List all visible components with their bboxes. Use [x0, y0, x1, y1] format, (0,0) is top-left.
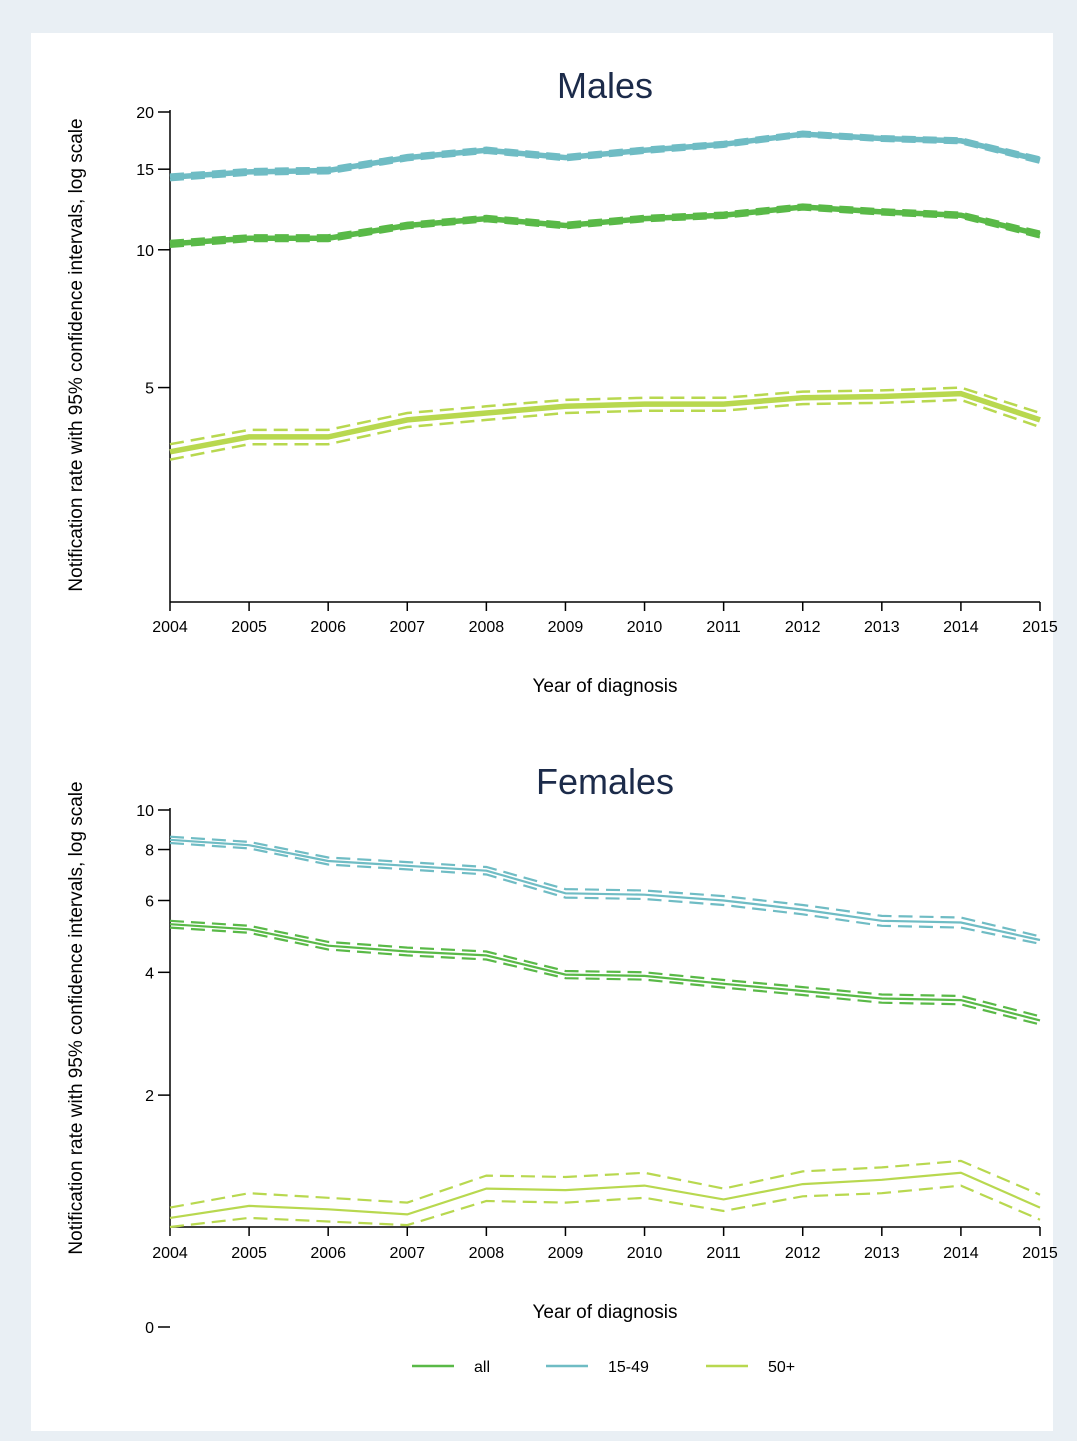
males-series-50+ — [169, 386, 1041, 461]
females-ci-upper-all — [169, 919, 1041, 1018]
males-x-tick-label: 2006 — [310, 619, 346, 636]
females-line-all — [169, 923, 1041, 1022]
females-x-tick-label: 2007 — [389, 1245, 425, 1262]
females-y-tick-label: 6 — [145, 893, 154, 910]
males-series-15-49 — [169, 130, 1041, 182]
females-x-tick-label: 2011 — [706, 1245, 741, 1262]
females-y-tick-label: 10 — [136, 803, 154, 820]
males-y-tick-label: 10 — [136, 243, 154, 260]
females-x-axis-label: Year of diagnosis — [532, 1302, 677, 1323]
females-x-ticks: 2004 2005 2006 2007 2008 2009 2010 2011 2012 2013… — [152, 1227, 1058, 1262]
females-series-all — [169, 919, 1041, 1026]
females-x-tick-label: 2004 — [152, 1245, 188, 1262]
males-y-tick-label: 20 — [136, 105, 154, 122]
males-line-15-49 — [169, 131, 1041, 181]
males-title: Males — [557, 65, 653, 106]
males-x-tick-label: 2010 — [627, 619, 663, 636]
males-y-tick-label: 15 — [136, 162, 154, 179]
females-chart: Females Notification rate with 95% confi… — [66, 761, 1058, 1337]
females-y-tick-label: 2 — [145, 1088, 154, 1105]
males-series — [169, 130, 1041, 461]
females-ci-upper-50+ — [169, 1159, 1041, 1209]
females-x-tick-label: 2010 — [627, 1245, 663, 1262]
females-x-tick-label: 2005 — [231, 1245, 267, 1262]
males-line-all — [169, 204, 1041, 247]
females-ci-lower-50+ — [169, 1184, 1041, 1229]
males-x-tick-label: 2015 — [1022, 619, 1058, 636]
females-series-15-49 — [169, 835, 1041, 945]
females-x-tick-label: 2013 — [864, 1245, 900, 1262]
females-line-15-49 — [169, 838, 1041, 942]
legend-label-50+: 50+ — [768, 1359, 795, 1376]
males-x-tick-label: 2004 — [152, 619, 188, 636]
females-zero-tick-label: 0 — [145, 1320, 154, 1337]
males-chart: Males Notification rate with 95% confide… — [66, 65, 1058, 697]
females-series-50+ — [169, 1159, 1041, 1229]
males-x-tick-label: 2005 — [231, 619, 267, 636]
females-title: Females — [536, 761, 674, 802]
figure-panel — [31, 33, 1053, 1431]
females-line-50+ — [169, 1171, 1041, 1219]
males-x-ticks: 2004 2005 2006 2007 2008 2009 2010 2011 2012 2013… — [152, 602, 1058, 636]
males-x-tick-label: 2009 — [548, 619, 584, 636]
females-x-tick-label: 2014 — [943, 1245, 979, 1262]
males-x-tick-label: 2008 — [469, 619, 505, 636]
legend: all 15-49 50+ — [412, 1359, 795, 1376]
males-series-all — [169, 203, 1041, 249]
females-x-tick-label: 2006 — [310, 1245, 346, 1262]
females-y-axis-label: Notification rate with 95% confidence in… — [66, 781, 87, 1254]
females-x-tick-label: 2009 — [548, 1245, 584, 1262]
females-y-tick-label: 8 — [145, 843, 154, 860]
males-y-axis-label: Notification rate with 95% confidence in… — [66, 118, 87, 591]
males-y-ticks: 5 10 15 20 — [136, 105, 170, 398]
females-series — [169, 835, 1041, 1229]
males-line-50+ — [169, 390, 1041, 455]
females-x-tick-label: 2012 — [785, 1245, 821, 1262]
males-x-tick-label: 2014 — [943, 619, 979, 636]
legend-label-all: all — [474, 1359, 490, 1376]
females-y-tick-label: 4 — [145, 965, 154, 982]
males-y-tick-label: 5 — [145, 381, 154, 398]
males-x-tick-label: 2007 — [389, 619, 425, 636]
females-x-tick-label: 2008 — [469, 1245, 505, 1262]
females-y-ticks: 2 4 6 8 10 — [136, 803, 170, 1105]
males-x-tick-label: 2011 — [706, 619, 741, 636]
males-x-tick-label: 2012 — [785, 619, 821, 636]
legend-label-15-49: 15-49 — [608, 1359, 649, 1376]
males-x-tick-label: 2013 — [864, 619, 900, 636]
males-x-axis-label: Year of diagnosis — [532, 676, 677, 697]
females-x-tick-label: 2015 — [1022, 1245, 1058, 1262]
